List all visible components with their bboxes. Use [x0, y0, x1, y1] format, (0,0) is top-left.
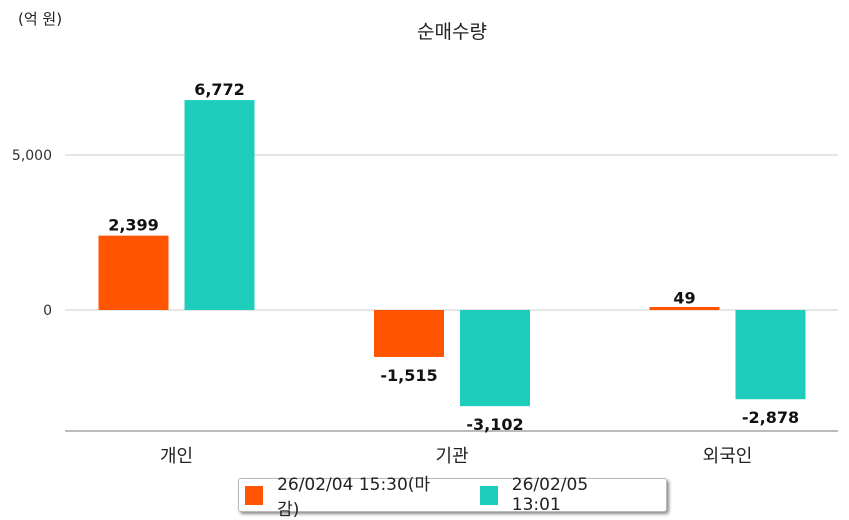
x-tick-label: 외국인: [703, 446, 753, 467]
data-label: 49: [673, 288, 695, 307]
bar[interactable]: [98, 235, 169, 310]
bar[interactable]: [460, 310, 530, 407]
data-label: -3,102: [466, 415, 523, 434]
bar[interactable]: [649, 307, 720, 310]
bar[interactable]: [184, 100, 255, 311]
y-tick-label: 0: [43, 303, 52, 319]
legend: 26/02/04 15:30(마감) 26/02/05 13:01: [238, 475, 667, 520]
legend-item-series-1[interactable]: 26/02/04 15:30(마감): [245, 470, 444, 520]
x-tick-label: 개인: [160, 446, 193, 467]
data-label: 6,772: [194, 80, 245, 99]
data-label: 2,399: [108, 216, 159, 235]
legend-swatch: [479, 485, 498, 505]
legend-label: 26/02/04 15:30(마감): [277, 475, 431, 520]
data-label: -1,515: [380, 366, 437, 385]
x-tick-label: 기관: [435, 446, 468, 467]
unit-label: (억 원): [18, 10, 62, 28]
legend-swatch: [245, 485, 264, 505]
legend-label: 26/02/05 13:01: [511, 475, 589, 515]
y-tick-label: 5,000: [12, 148, 52, 164]
legend-item-series-2[interactable]: 26/02/05 13:01: [479, 475, 636, 515]
bar[interactable]: [735, 310, 806, 400]
bar[interactable]: [374, 310, 444, 357]
data-label: -2,878: [742, 408, 799, 427]
chart-title: 순매수량: [417, 21, 487, 43]
